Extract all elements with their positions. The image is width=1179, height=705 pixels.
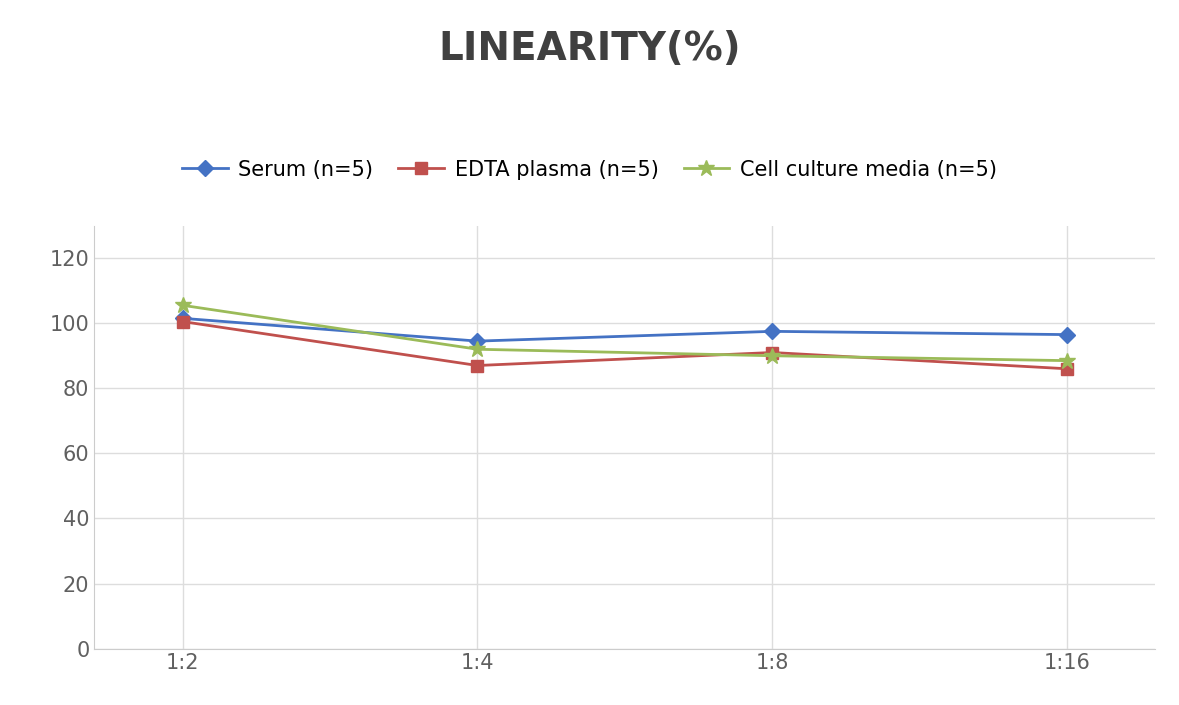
- Line: Serum (n=5): Serum (n=5): [177, 313, 1073, 347]
- Legend: Serum (n=5), EDTA plasma (n=5), Cell culture media (n=5): Serum (n=5), EDTA plasma (n=5), Cell cul…: [173, 152, 1006, 188]
- Cell culture media (n=5): [470, 345, 485, 353]
- EDTA plasma (n=5): [470, 361, 485, 369]
- Serum (n=5): [1060, 331, 1074, 339]
- EDTA plasma (n=5): [765, 348, 779, 357]
- Cell culture media (n=5): [1060, 357, 1074, 365]
- Cell culture media (n=5): [765, 352, 779, 360]
- Serum (n=5): [765, 327, 779, 336]
- EDTA plasma (n=5): [1060, 364, 1074, 373]
- Serum (n=5): [470, 337, 485, 345]
- EDTA plasma (n=5): [176, 317, 190, 326]
- Line: EDTA plasma (n=5): EDTA plasma (n=5): [177, 316, 1073, 374]
- Line: Cell culture media (n=5): Cell culture media (n=5): [174, 297, 1075, 369]
- Text: LINEARITY(%): LINEARITY(%): [439, 30, 740, 68]
- Cell culture media (n=5): [176, 301, 190, 309]
- Serum (n=5): [176, 314, 190, 323]
